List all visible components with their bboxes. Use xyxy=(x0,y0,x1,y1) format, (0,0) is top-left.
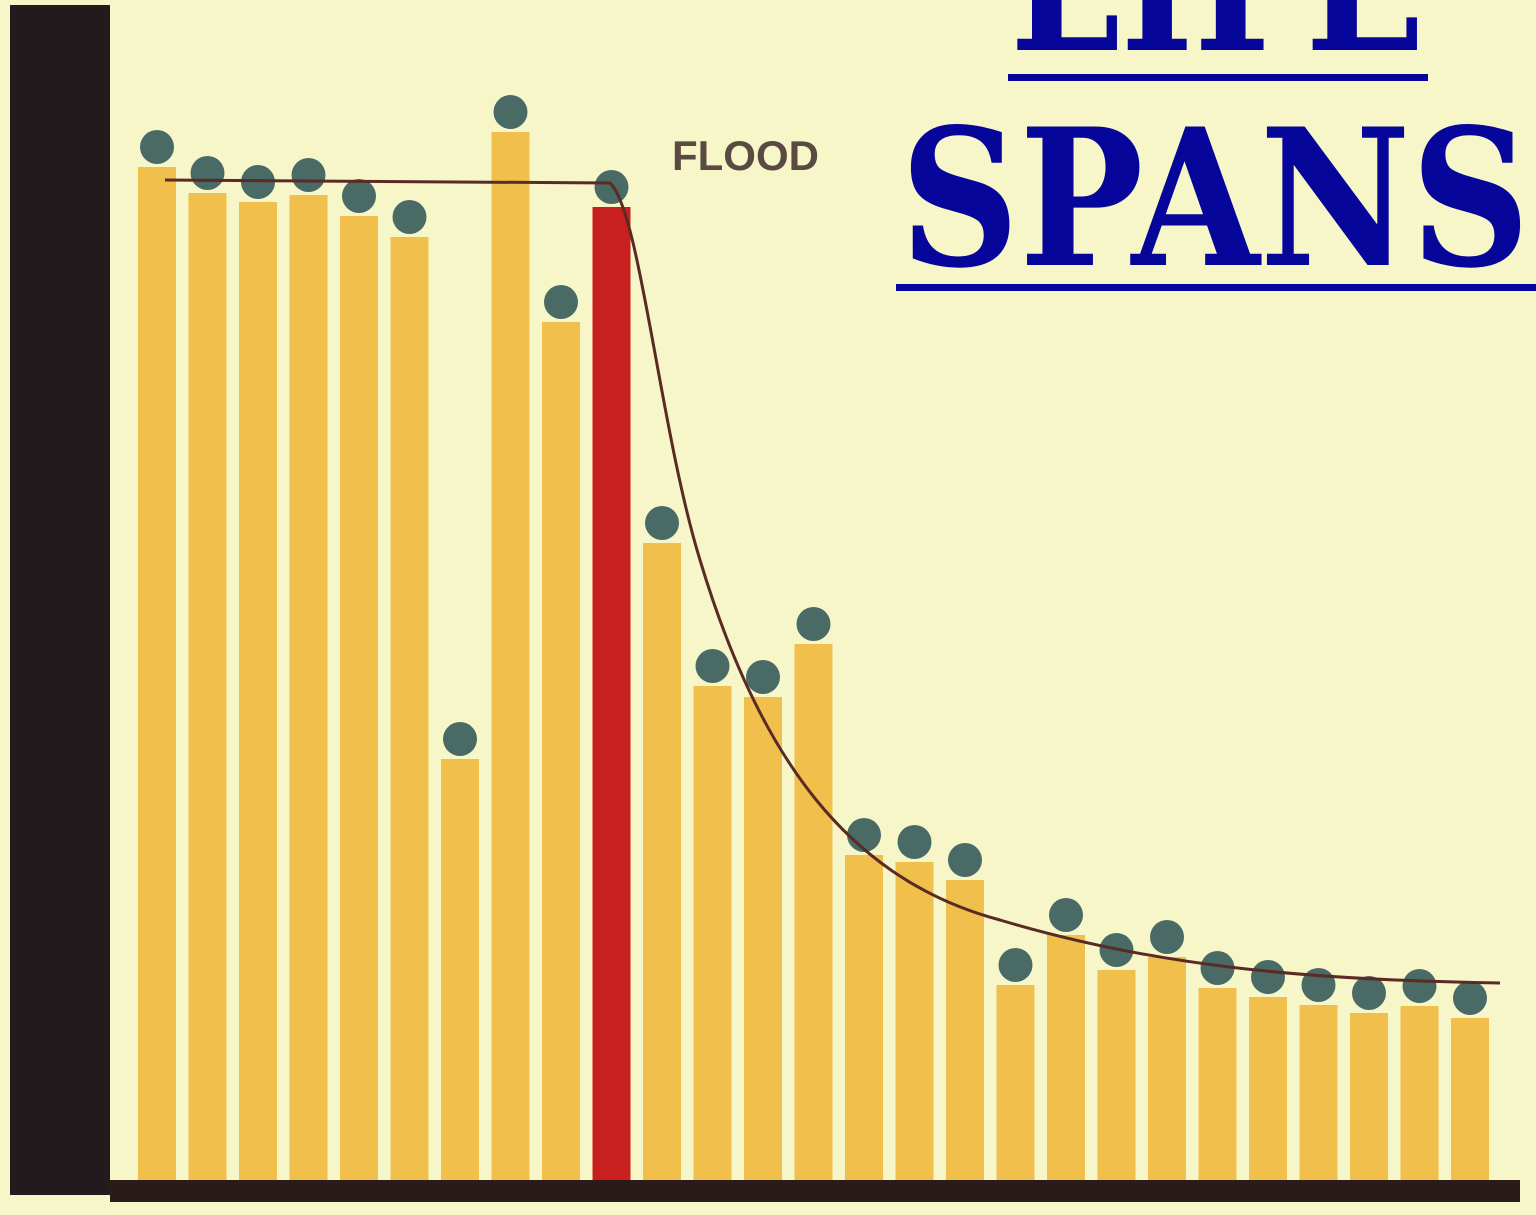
bar-marker xyxy=(897,825,932,859)
bar-marker xyxy=(1251,960,1285,994)
bar xyxy=(1198,988,1237,1180)
bar xyxy=(895,862,934,1180)
annotation: FLOOD xyxy=(672,132,819,179)
bar xyxy=(188,193,227,1180)
bar xyxy=(592,207,631,1180)
bar-marker xyxy=(140,130,174,164)
bar-marker xyxy=(190,156,225,190)
bar-marker xyxy=(645,506,679,540)
bar-marker xyxy=(1049,898,1083,932)
bar xyxy=(1350,1013,1388,1180)
bar xyxy=(744,697,782,1180)
y-axis-bar xyxy=(10,5,110,1195)
bar xyxy=(542,322,580,1180)
bar xyxy=(390,237,429,1180)
chart-title: SPANS xyxy=(900,87,1530,310)
bar-marker xyxy=(1352,976,1386,1010)
title-underline xyxy=(1008,74,1428,81)
bar-marker xyxy=(493,95,528,129)
bar-marker xyxy=(695,649,730,683)
bar-marker xyxy=(796,607,831,641)
bar-marker xyxy=(948,843,982,877)
bar-marker xyxy=(392,200,427,234)
bar xyxy=(491,132,530,1180)
bar xyxy=(1249,997,1287,1180)
bar xyxy=(1299,1005,1338,1180)
marks xyxy=(138,95,1489,1180)
x-axis-bar xyxy=(110,1180,1520,1202)
bar xyxy=(1451,1018,1489,1180)
bar-marker xyxy=(594,170,629,204)
bar-marker xyxy=(1150,920,1184,954)
bar xyxy=(845,855,883,1180)
bar xyxy=(1400,1006,1439,1180)
trend-line xyxy=(164,178,1501,985)
title-underline xyxy=(896,284,1536,291)
bar-marker xyxy=(746,660,780,694)
bar-marker xyxy=(1301,968,1336,1002)
bar xyxy=(441,759,479,1180)
bar xyxy=(1148,957,1186,1180)
bar xyxy=(1097,970,1136,1180)
bar xyxy=(996,985,1035,1180)
bar xyxy=(693,686,732,1180)
bar-marker xyxy=(847,818,881,852)
bar xyxy=(138,167,176,1180)
bar-marker xyxy=(544,285,578,319)
bar-marker xyxy=(291,158,326,192)
bar-marker xyxy=(1402,969,1437,1003)
bar-marker xyxy=(1200,951,1235,985)
bar-marker xyxy=(342,179,376,213)
bar xyxy=(643,543,681,1180)
bar xyxy=(946,880,984,1180)
bar-marker xyxy=(443,722,477,756)
bar xyxy=(289,195,328,1180)
bar-marker xyxy=(1453,981,1487,1015)
bar xyxy=(1047,935,1085,1180)
bar xyxy=(340,216,378,1180)
bar xyxy=(794,644,833,1180)
bar-marker xyxy=(998,948,1033,982)
bar xyxy=(239,202,277,1180)
